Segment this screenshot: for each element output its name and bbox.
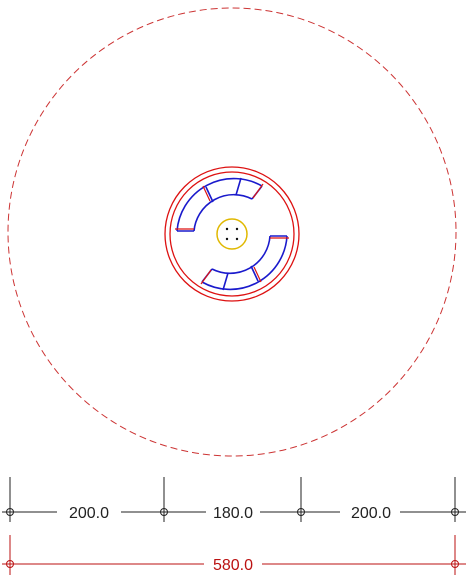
overall-dimension-node: [6, 560, 14, 568]
bolt-dot: [235, 237, 239, 241]
center-hub-circle: [216, 218, 248, 250]
upper-module-red-ends: [175, 183, 264, 230]
tank-outer-ring: [164, 166, 300, 302]
bolt-dot: [225, 227, 229, 231]
label-mask: [57, 501, 121, 521]
tank-inner-ring: [169, 171, 295, 297]
tank-assembly: [164, 166, 300, 302]
lower-curved-module: [201, 235, 288, 291]
dimension-chain-labels: 200.0 180.0 200.0: [57, 501, 400, 522]
dimension-label-right: 200.0: [351, 505, 391, 522]
outer-dashed-boundary: [7, 7, 457, 457]
dimension-node: [160, 508, 168, 516]
center-bolt-dots: [225, 227, 239, 241]
overall-dimension-label: 580.0: [213, 557, 253, 574]
bolt-dot: [235, 227, 239, 231]
dimension-node: [297, 508, 305, 516]
label-mask: [204, 553, 262, 573]
overall-dimension-node: [451, 560, 459, 568]
dimension-label-left: 200.0: [69, 505, 109, 522]
bolt-dot: [225, 237, 229, 241]
lower-module-red-ends: [200, 237, 289, 285]
upper-curved-module: [176, 177, 263, 232]
dimension-label-middle: 180.0: [213, 505, 253, 522]
dimension-node: [451, 508, 459, 516]
label-mask: [340, 501, 400, 521]
dimension-node: [6, 508, 14, 516]
label-mask: [206, 501, 260, 521]
